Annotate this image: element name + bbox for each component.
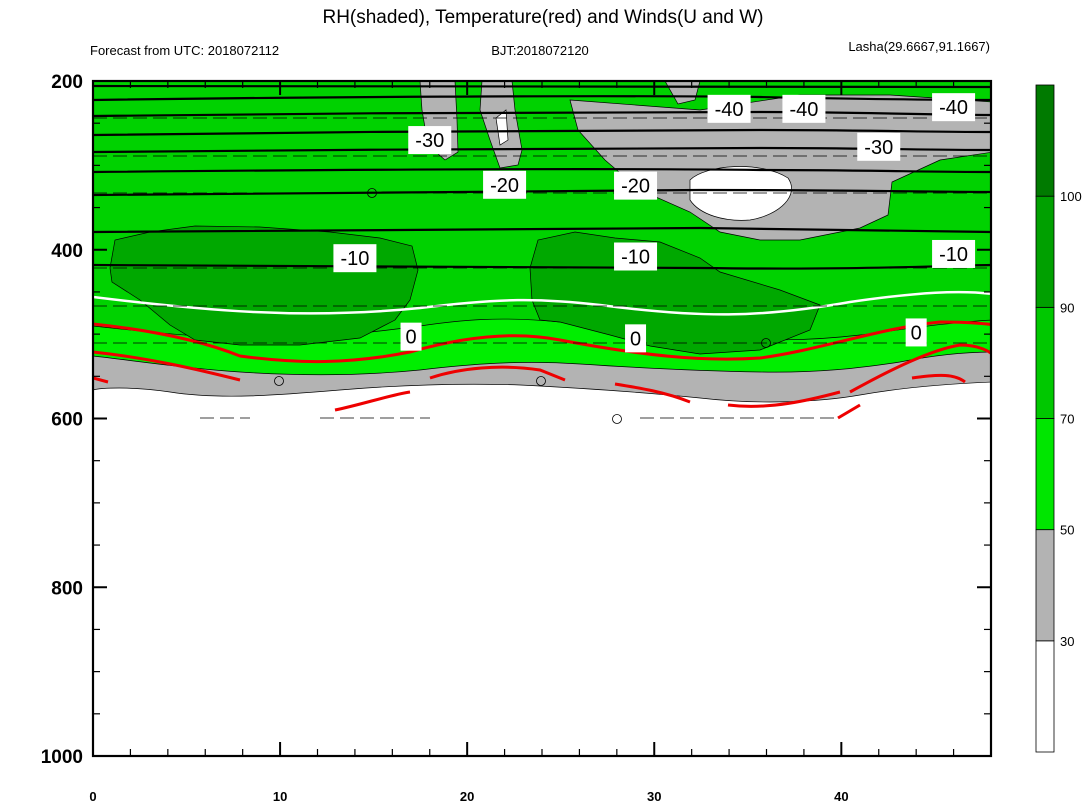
contour-label-box <box>932 93 976 122</box>
temperature-line <box>614 382 691 404</box>
forecast-label: Forecast from UTC: 2018072112 <box>90 43 279 58</box>
contour-label: -10 <box>614 242 658 271</box>
contour-label-box <box>905 318 927 347</box>
calm-wind-circle <box>536 376 546 386</box>
contour-label-text: 0 <box>630 328 641 350</box>
contour-label: -40 <box>782 94 826 123</box>
contour-label-box <box>932 239 976 268</box>
colorbar-label: 100 <box>1060 189 1082 204</box>
temperature-line <box>727 390 841 408</box>
colorbar-label: 70 <box>1060 412 1074 427</box>
calm-wind-circle <box>274 376 284 386</box>
contour-label-text: -20 <box>621 176 650 198</box>
colorbar-label: 30 <box>1060 634 1074 649</box>
contour-label: -30 <box>408 126 452 155</box>
bjt-label: BJT:2018072120 <box>491 43 589 58</box>
x-tick-label: 30 <box>647 789 661 804</box>
isotherm-line <box>93 226 991 234</box>
station-label: Lasha(29.6667,91.1667) <box>848 39 990 54</box>
x-tick-label: 10 <box>273 789 287 804</box>
contour-label-text: 0 <box>405 327 416 349</box>
contour-label: -40 <box>707 94 751 123</box>
wind-barbs <box>274 188 771 424</box>
temperature-line <box>93 376 109 384</box>
contour-label-box <box>614 171 658 200</box>
rh-shading <box>93 81 991 756</box>
contour-label-box <box>408 126 452 155</box>
y-tick-label: 600 <box>51 410 83 431</box>
contour-label: 0 <box>625 324 647 353</box>
contour-label-box <box>625 324 647 353</box>
temperature-line <box>429 365 566 382</box>
x-tick-label: 40 <box>834 789 848 804</box>
contour-label-text: -30 <box>415 130 444 152</box>
y-tick-label: 1000 <box>41 747 83 768</box>
contour-label-text: -20 <box>490 175 519 197</box>
contour-label-box <box>400 322 422 351</box>
calm-wind-circle <box>367 188 377 198</box>
contour-label: -10 <box>932 239 976 268</box>
colorbar-label: 90 <box>1060 300 1074 315</box>
colorbar-box <box>1035 418 1055 531</box>
contour-label-box <box>614 242 658 271</box>
contour-label-box <box>483 170 527 199</box>
contour-label-text: -40 <box>715 99 744 121</box>
contour-label: -10 <box>333 244 377 273</box>
contour-label-text: -10 <box>939 244 968 266</box>
freezing-isotherm <box>93 290 991 316</box>
x-tick-label: 0 <box>89 789 96 804</box>
contour-label-text: 0 <box>911 322 922 344</box>
isotherm-line <box>93 168 991 174</box>
colorbar: 30 50 70 90 100 <box>1035 84 1082 753</box>
contour-label-text: -40 <box>939 97 968 119</box>
contour-label: 0 <box>400 322 422 351</box>
axes: 200 400 600 800 1000 0 10 20 30 40 <box>41 72 991 804</box>
y-tick-label: 200 <box>51 72 83 93</box>
contour-label-text: -30 <box>864 137 893 159</box>
reference-dashes <box>93 117 993 419</box>
contour-label: -20 <box>614 171 658 200</box>
contour-label: -20 <box>483 170 527 199</box>
contour-label: 0 <box>905 318 927 347</box>
colorbar-box <box>1035 84 1055 197</box>
colorbar-label: 50 <box>1060 523 1074 538</box>
chart-title: RH(shaded), Temperature(red) and Winds(U… <box>322 7 763 28</box>
calm-wind-circle <box>612 414 622 424</box>
temperature-contour-labels: -40 -40 -40 -30 -30 -20 -20 -10 -10 -10 0 0 0 <box>333 93 976 353</box>
x-tick-label: 20 <box>460 789 474 804</box>
isotherm-line <box>93 95 991 102</box>
isotherm-line <box>93 146 991 154</box>
isotherm-line <box>93 110 991 118</box>
temperature-line <box>334 390 411 412</box>
y-tick-label: 400 <box>51 241 83 262</box>
contour-label: -40 <box>932 93 976 122</box>
temperature-line <box>911 373 966 384</box>
y-tick-label: 800 <box>51 578 83 599</box>
contour-label-box <box>782 94 826 123</box>
colorbar-box <box>1035 640 1055 753</box>
temperature-line <box>837 403 861 420</box>
temperature-line <box>93 350 241 382</box>
calm-wind-circle <box>761 338 771 348</box>
contour-label: -30 <box>857 132 901 161</box>
temperature-lines <box>93 320 991 420</box>
contour-label-text: -10 <box>340 248 369 270</box>
contour-label-box <box>857 132 901 161</box>
isotherm-line <box>93 128 991 137</box>
colorbar-box <box>1035 529 1055 642</box>
contour-label-box <box>707 94 751 123</box>
rh-white-hole-upper <box>689 166 792 221</box>
colorbar-box <box>1035 306 1055 419</box>
contour-label-text: -10 <box>621 247 650 269</box>
contour-label-text: -40 <box>789 99 818 121</box>
colorbar-box <box>1035 195 1055 308</box>
rh-dark-green-blob-right <box>529 231 821 355</box>
contour-label-box <box>333 244 377 273</box>
temperature-line <box>93 320 991 364</box>
temperature-line <box>849 343 991 394</box>
